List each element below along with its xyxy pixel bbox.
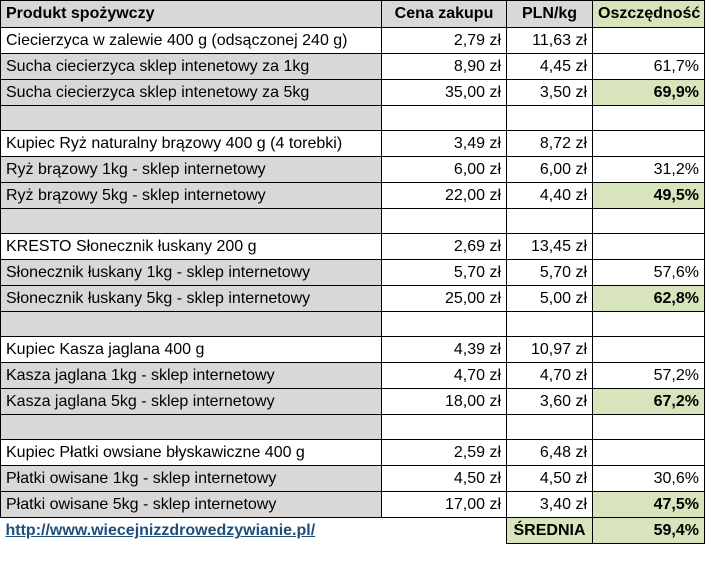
product-savings-best: 47,5% [592,491,705,518]
product-per-kg: 5,00 zł [506,285,593,312]
product-name: Ciecierzyca w zalewie 400 g (odsączonej … [0,27,382,54]
product-per-kg: 11,63 zł [506,27,593,54]
average-value: 59,4% [592,517,705,544]
table-row: Słonecznik łuskany 1kg - sklep interneto… [0,259,705,286]
product-per-kg: 4,40 zł [506,182,593,209]
product-name: Płatki owisane 5kg - sklep internetowy [0,491,382,518]
table-row: Kasza jaglana 5kg - sklep internetowy 18… [0,388,705,415]
product-name: Słonecznik łuskany 1kg - sklep interneto… [0,259,382,286]
product-per-kg: 13,45 zł [506,233,593,260]
product-price: 17,00 zł [381,491,507,518]
product-savings: 30,6% [592,465,705,492]
table-row: Kupiec Ryż naturalny brązowy 400 g (4 to… [0,130,705,157]
table-row: KRESTO Słonecznik łuskany 200 g 2,69 zł … [0,233,705,260]
product-price: 2,59 zł [381,439,507,466]
product-price: 2,79 zł [381,27,507,54]
product-per-kg: 3,50 zł [506,79,593,106]
table-row: Ryż brązowy 5kg - sklep internetowy 22,0… [0,182,705,209]
table-row: Ryż brązowy 1kg - sklep internetowy 6,00… [0,156,705,183]
product-price: 4,70 zł [381,362,507,389]
product-savings: 61,7% [592,53,705,80]
savings-table: Produkt spożywczy Cena zakupu PLN/kg Osz… [0,0,705,544]
product-price: 18,00 zł [381,388,507,415]
product-name: Kupiec Płatki owsiane błyskawiczne 400 g [0,439,382,466]
spacer-row [0,208,705,234]
table-row: Kasza jaglana 1kg - sklep internetowy 4,… [0,362,705,389]
product-per-kg: 6,00 zł [506,156,593,183]
table-row: Słonecznik łuskany 5kg - sklep interneto… [0,285,705,312]
product-per-kg: 3,40 zł [506,491,593,518]
product-price: 3,49 zł [381,130,507,157]
product-price: 2,69 zł [381,233,507,260]
product-savings: 57,2% [592,362,705,389]
header-product: Produkt spożywczy [0,0,382,28]
product-name: KRESTO Słonecznik łuskany 200 g [0,233,382,260]
table-row: Kupiec Kasza jaglana 400 g 4,39 zł 10,97… [0,336,705,363]
product-price: 35,00 zł [381,79,507,106]
product-price: 5,70 zł [381,259,507,286]
product-price: 25,00 zł [381,285,507,312]
product-per-kg: 6,48 zł [506,439,593,466]
table-row: Płatki owisane 1kg - sklep internetowy 4… [0,465,705,492]
product-per-kg: 3,60 zł [506,388,593,415]
product-per-kg: 10,97 zł [506,336,593,363]
header-row: Produkt spożywczy Cena zakupu PLN/kg Osz… [0,0,705,28]
spacer-row [0,311,705,337]
product-price: 8,90 zł [381,53,507,80]
table-row: Sucha ciecierzyca sklep intenetowy za 5k… [0,79,705,106]
header-price: Cena zakupu [381,0,507,28]
footer-row: http://www.wiecejnizzdrowedzywianie.pl/ … [1,517,705,544]
product-savings [592,439,705,466]
product-name: Ryż brązowy 1kg - sklep internetowy [0,156,382,183]
product-price: 6,00 zł [381,156,507,183]
product-name: Ryż brązowy 5kg - sklep internetowy [0,182,382,209]
product-name: Słonecznik łuskany 5kg - sklep interneto… [0,285,382,312]
product-per-kg: 5,70 zł [506,259,593,286]
product-name: Sucha ciecierzyca sklep intenetowy za 5k… [0,79,382,106]
product-name: Kasza jaglana 1kg - sklep internetowy [0,362,382,389]
table-row: Kupiec Płatki owsiane błyskawiczne 400 g… [0,439,705,466]
product-price: 4,39 zł [381,336,507,363]
product-name: Kupiec Ryż naturalny brązowy 400 g (4 to… [0,130,382,157]
spacer-row [0,414,705,440]
table-row: Płatki owisane 5kg - sklep internetowy 1… [0,491,705,518]
product-savings [592,27,705,54]
product-savings [592,130,705,157]
header-per-kg: PLN/kg [506,0,593,28]
product-name: Płatki owisane 1kg - sklep internetowy [0,465,382,492]
average-label: ŚREDNIA [506,517,593,544]
product-savings [592,233,705,260]
product-savings-best: 49,5% [592,182,705,209]
product-savings [592,336,705,363]
product-per-kg: 8,72 zł [506,130,593,157]
table-row: Ciecierzyca w zalewie 400 g (odsączonej … [0,27,705,54]
product-per-kg: 4,45 zł [506,53,593,80]
product-name: Kasza jaglana 5kg - sklep internetowy [0,388,382,415]
header-savings: Oszczędność [592,0,705,28]
table-row: Sucha ciecierzyca sklep intenetowy za 1k… [0,53,705,80]
product-price: 22,00 zł [381,182,507,209]
product-per-kg: 4,50 zł [506,465,593,492]
product-savings-best: 69,9% [592,79,705,106]
product-savings: 57,6% [592,259,705,286]
product-savings-best: 62,8% [592,285,705,312]
spacer-row [0,105,705,131]
website-link[interactable]: http://www.wiecejnizzdrowedzywianie.pl/ [5,522,316,540]
product-price: 4,50 zł [381,465,507,492]
product-per-kg: 4,70 zł [506,362,593,389]
product-savings-best: 67,2% [592,388,705,415]
product-name: Sucha ciecierzyca sklep intenetowy za 1k… [0,53,382,80]
product-name: Kupiec Kasza jaglana 400 g [0,336,382,363]
product-savings: 31,2% [592,156,705,183]
